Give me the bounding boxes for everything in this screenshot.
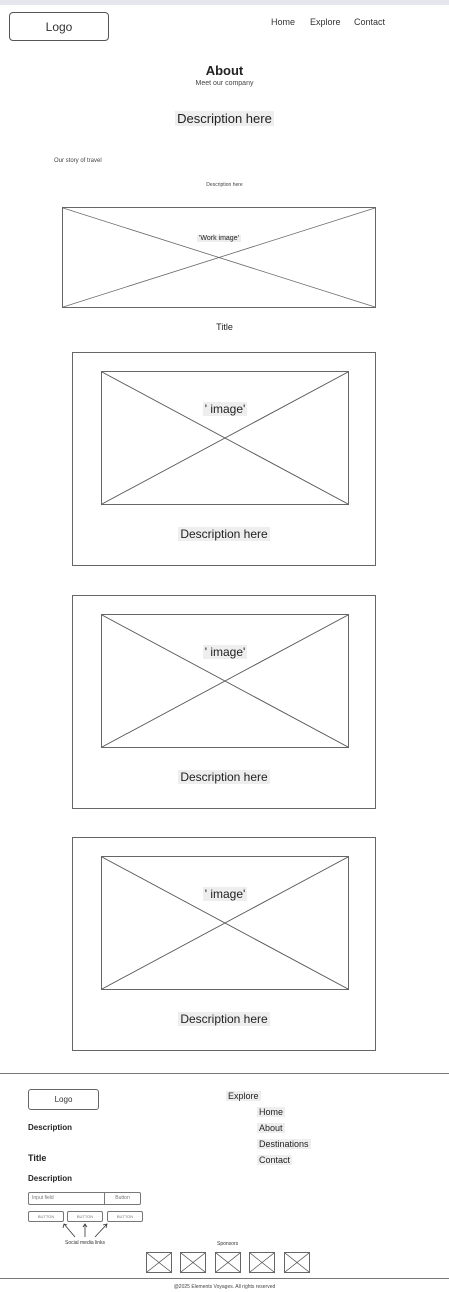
card: ' image' Description here (72, 352, 376, 566)
image-placeholder-icon (181, 1253, 205, 1272)
sponsor-logo (249, 1252, 275, 1273)
story-heading: Our story of travel (54, 158, 102, 164)
header-logo-text: Logo (45, 19, 73, 34)
sponsor-logo (284, 1252, 310, 1273)
work-image-label: 'Work image' (197, 235, 241, 242)
card-description: Description here (178, 770, 270, 784)
social-arrows-icon (62, 1223, 108, 1238)
footer-logo[interactable]: Logo (28, 1089, 99, 1110)
card: ' image' Description here (72, 595, 376, 809)
newsletter-submit-button[interactable]: Button (115, 1195, 130, 1201)
footer-link-contact[interactable]: Contact (257, 1155, 293, 1165)
section-title: Title (216, 322, 233, 332)
image-placeholder-icon (102, 615, 348, 747)
footer-description-1: Description (28, 1123, 73, 1132)
newsletter-input[interactable]: Input field (29, 1193, 105, 1204)
image-placeholder-icon (63, 208, 375, 307)
footer-title: Title (28, 1153, 47, 1163)
story-description: Description here (206, 182, 243, 188)
card-description: Description here (178, 1012, 270, 1026)
about-description: Description here (175, 111, 274, 126)
newsletter-form: Input field Button (28, 1192, 141, 1205)
card-description: Description here (178, 527, 270, 541)
header-logo[interactable]: Logo (9, 12, 109, 41)
about-title: About (205, 63, 244, 78)
nav-contact[interactable]: Contact (354, 17, 386, 27)
footer-description-2: Description (28, 1174, 73, 1183)
footer-link-about[interactable]: About (257, 1123, 285, 1133)
image-placeholder-icon (102, 372, 348, 504)
footer-link-destinations[interactable]: Destinations (257, 1139, 311, 1149)
card-image-placeholder: ' image' (101, 371, 349, 505)
sponsors-label: Sponsors (217, 1241, 239, 1247)
card: ' image' Description here (72, 837, 376, 1051)
image-placeholder-icon (102, 857, 348, 989)
footer-link-home[interactable]: Home (257, 1107, 286, 1117)
social-button[interactable]: BUTTON (28, 1211, 64, 1222)
image-placeholder-icon (250, 1253, 274, 1272)
sponsor-logo (215, 1252, 241, 1273)
card-image-placeholder: ' image' (101, 614, 349, 748)
image-placeholder-icon (216, 1253, 240, 1272)
card-image-label: ' image' (202, 402, 248, 416)
sponsor-logo (146, 1252, 172, 1273)
sponsor-logo (180, 1252, 206, 1273)
social-button[interactable]: BUTTON (67, 1211, 103, 1222)
card-image-label: ' image' (202, 645, 248, 659)
image-placeholder-icon (147, 1253, 171, 1272)
social-media-label: Social media links (64, 1240, 106, 1246)
nav-explore[interactable]: Explore (310, 17, 341, 27)
footer-divider-bottom (0, 1278, 449, 1279)
top-bar (0, 0, 449, 5)
about-subtitle: Meet our company (195, 80, 254, 87)
footer-divider-top (0, 1073, 449, 1074)
work-image-placeholder: 'Work image' (62, 207, 376, 308)
card-image-label: ' image' (202, 887, 248, 901)
copyright: @2025 Elements Voyages. All rights reser… (173, 1284, 276, 1290)
social-button[interactable]: BUTTON (107, 1211, 143, 1222)
card-image-placeholder: ' image' (101, 856, 349, 990)
footer-logo-text: Logo (54, 1095, 73, 1104)
nav-home[interactable]: Home (271, 17, 296, 27)
image-placeholder-icon (285, 1253, 309, 1272)
footer-explore-title: Explore (226, 1091, 261, 1101)
